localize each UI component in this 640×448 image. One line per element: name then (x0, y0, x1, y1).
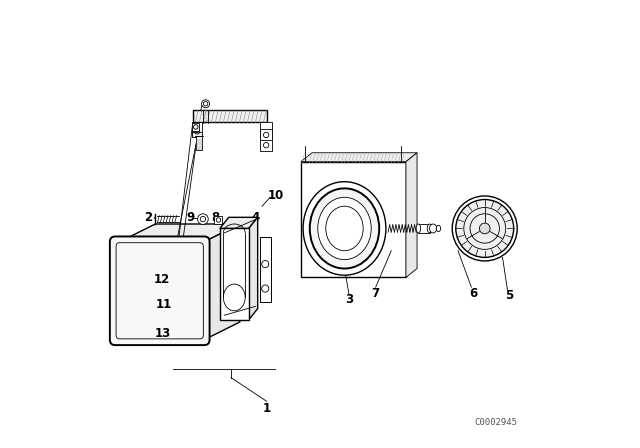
Polygon shape (301, 153, 417, 162)
Text: 1: 1 (262, 402, 271, 415)
Text: 2: 2 (145, 211, 153, 224)
Text: 4: 4 (252, 211, 260, 224)
Text: 9: 9 (187, 211, 195, 224)
Ellipse shape (479, 223, 490, 234)
Ellipse shape (416, 224, 420, 233)
Ellipse shape (198, 214, 208, 224)
Ellipse shape (436, 225, 441, 232)
Ellipse shape (429, 224, 436, 233)
Bar (301, 162, 406, 277)
Text: 5: 5 (505, 289, 513, 302)
Bar (260, 237, 271, 302)
Bar (260, 129, 273, 140)
Ellipse shape (456, 199, 514, 258)
Polygon shape (220, 217, 258, 228)
Bar (192, 132, 202, 137)
Bar (260, 122, 273, 151)
Text: 3: 3 (345, 293, 353, 306)
Text: C0002945: C0002945 (474, 418, 517, 426)
Bar (214, 216, 223, 224)
Text: 8: 8 (211, 211, 220, 224)
Polygon shape (249, 217, 258, 320)
Ellipse shape (310, 188, 380, 268)
Polygon shape (406, 153, 417, 277)
Ellipse shape (202, 100, 209, 108)
Ellipse shape (318, 197, 371, 260)
Bar (260, 237, 271, 302)
Polygon shape (204, 224, 240, 340)
Text: 11: 11 (156, 297, 172, 310)
Ellipse shape (452, 196, 517, 261)
Bar (196, 136, 202, 150)
Text: 10: 10 (268, 189, 284, 202)
Ellipse shape (428, 224, 432, 233)
Ellipse shape (303, 182, 386, 275)
Text: 12: 12 (154, 273, 170, 286)
Text: 7: 7 (372, 287, 380, 300)
FancyBboxPatch shape (110, 237, 209, 345)
Bar (192, 123, 199, 130)
Bar (220, 228, 249, 320)
Text: 13: 13 (155, 327, 172, 340)
Text: 6: 6 (470, 287, 477, 300)
Polygon shape (120, 224, 240, 242)
Bar (193, 110, 267, 122)
Bar (192, 122, 202, 137)
